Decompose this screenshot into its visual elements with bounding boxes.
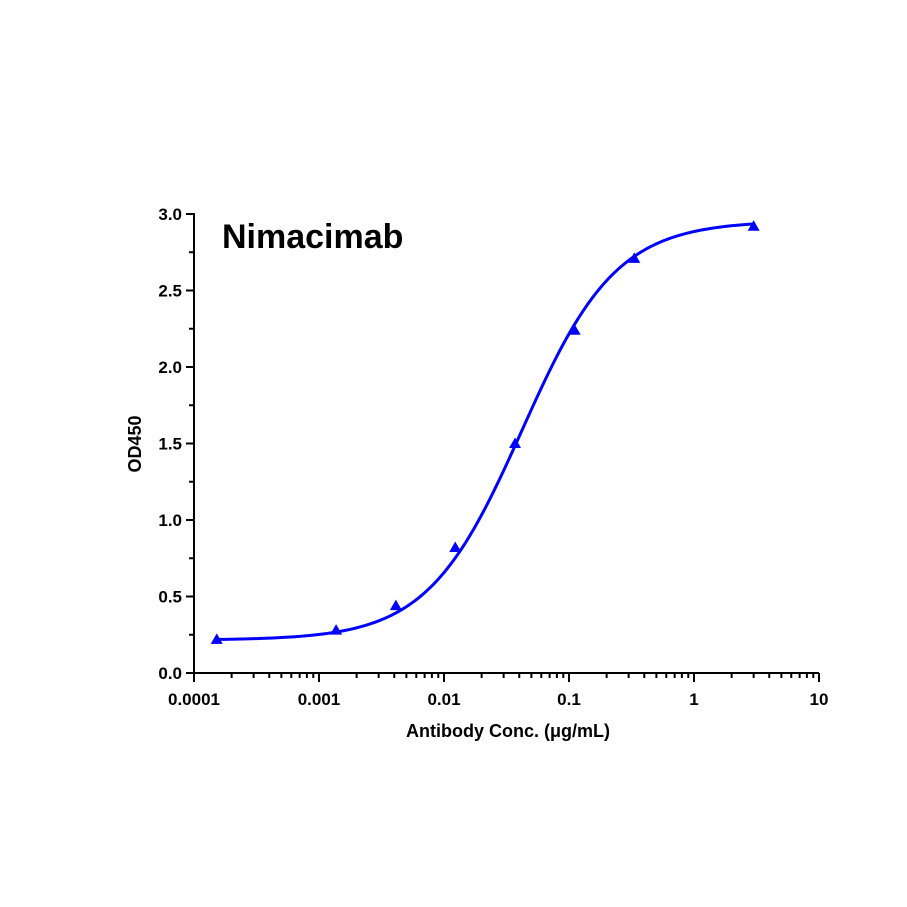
x-tick-label: 0.0001 [168,690,220,709]
x-tick-label: 1 [689,690,698,709]
y-tick-label: 0.0 [158,664,182,683]
axes: 0.0 0.5 1.0 1.5 2.0 2.5 3.0 0.0001 0.001 0.01 0.1 1… [158,205,828,709]
y-tick-label: 2.0 [158,358,182,377]
data-point [210,633,223,644]
x-tick-label: 10 [810,690,829,709]
data-point [628,252,641,263]
x-tick-label: 0.001 [298,690,341,709]
chart-title: Nimacimab [222,218,403,256]
x-axis-title: Antibody Conc. (μg/mL) [406,721,610,741]
x-tick-label: 0.1 [557,690,581,709]
y-tick-label: 3.0 [158,205,182,224]
data-point [568,324,581,335]
y-tick-label: 0.5 [158,588,182,607]
x-tick-label: 0.01 [427,690,460,709]
data-point [449,541,462,553]
data-point [389,599,402,611]
data-point [747,220,760,231]
y-tick-label: 2.5 [158,282,182,301]
fit-curve-layer [216,222,754,641]
y-axis-title: OD450 [125,415,145,472]
data-points [210,220,760,644]
y-tick-label: 1.5 [158,435,182,454]
data-point [330,624,343,635]
y-tick-label: 1.0 [158,511,182,530]
fit-curve [216,222,754,641]
data-point [509,437,522,448]
